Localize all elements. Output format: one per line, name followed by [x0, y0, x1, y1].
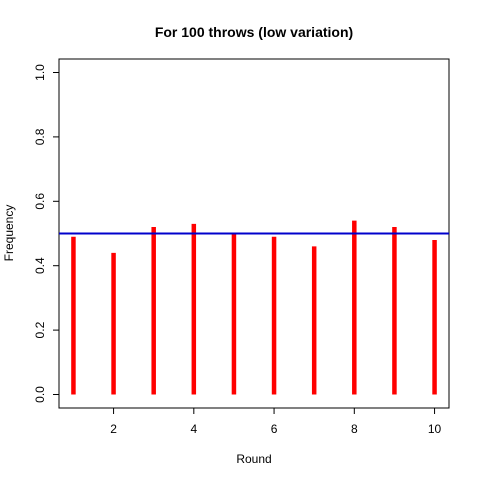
y-tick-label: 0.4: [33, 257, 47, 274]
y-tick-label: 1.0: [33, 64, 47, 81]
y-tick-label: 0.6: [33, 193, 47, 210]
y-tick-label: 0.0: [33, 386, 47, 403]
x-tick-label: 2: [110, 422, 117, 436]
y-tick-label: 0.8: [33, 128, 47, 145]
x-tick-label: 4: [190, 422, 197, 436]
x-axis-label: Round: [236, 452, 271, 466]
y-axis: 0.0 0.2 0.4 0.6 0.8 1.0: [33, 64, 59, 403]
bars: [71, 220, 437, 395]
y-tick-label: 0.2: [33, 321, 47, 338]
x-tick-label: 10: [428, 422, 442, 436]
chart-title: For 100 throws (low variation): [155, 24, 353, 40]
x-tick-label: 8: [351, 422, 358, 436]
y-axis-label: Frequency: [2, 205, 16, 262]
x-tick-label: 6: [271, 422, 278, 436]
x-axis: 2 4 6 8 10: [110, 408, 442, 436]
